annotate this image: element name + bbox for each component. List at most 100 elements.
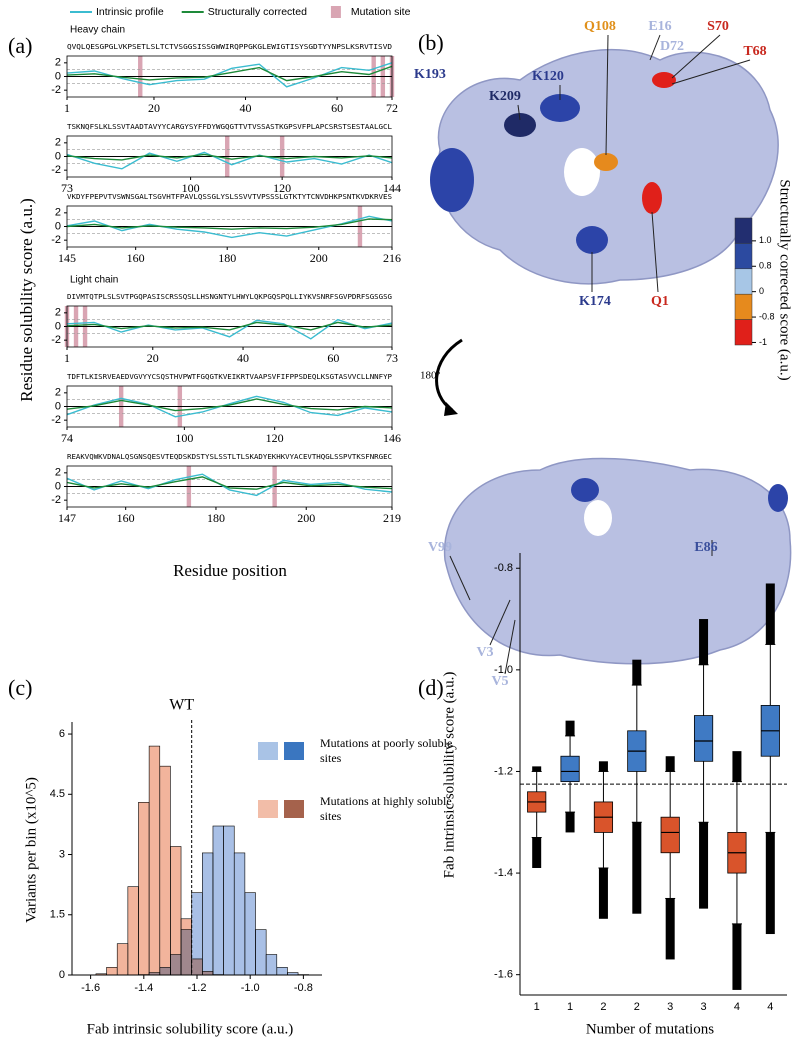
residue-label: E16	[648, 19, 671, 34]
leader-line	[671, 59, 751, 85]
residue-label: K193	[414, 67, 446, 82]
outliers	[765, 832, 775, 935]
y-tick-label: 0	[55, 320, 61, 332]
histogram-bar	[202, 852, 214, 976]
colorbar-tick-label: 0.8	[759, 261, 772, 271]
outliers	[565, 720, 575, 736]
x-tick-label: 40	[237, 351, 249, 365]
panel-label: (a)	[8, 33, 32, 58]
box	[660, 816, 680, 854]
x-tick-label: 60	[327, 351, 339, 365]
x-tick-label: 120	[266, 431, 284, 445]
y-axis-label: Residue solubility score (a.u.)	[17, 198, 36, 402]
x-tick-label: 1	[567, 1001, 573, 1013]
y-tick-label: 0	[55, 480, 61, 492]
y-tick-label: -1.4	[494, 867, 513, 879]
sequence: TSKNQFSLKLSSVTAADTAVYYCARGYSYFFDYWGQGTTV…	[67, 123, 392, 131]
x-axis-label: Residue position	[173, 561, 287, 580]
legend-swatch	[330, 6, 341, 18]
protein-surface-bottom	[443, 457, 792, 665]
sequence: REAKVQWKVDNALQSGNSQESVTEQDSKDSTYSLSSTLTL…	[67, 453, 392, 461]
residue-label: K209	[489, 89, 521, 104]
histogram-bar	[180, 918, 192, 976]
x-tick-label: -1.0	[241, 982, 260, 994]
y-tick-label: -1.6	[494, 969, 513, 981]
x-tick-label: 20	[148, 101, 160, 115]
legend-swatch	[258, 742, 278, 760]
x-tick-label: 180	[218, 251, 236, 265]
profile-line	[66, 318, 393, 340]
residue-label: K174	[579, 294, 611, 309]
y-tick-label: 1.5	[50, 909, 65, 921]
x-tick-label: 73	[386, 351, 398, 365]
x-tick-label: 160	[127, 251, 145, 265]
residue-label: E86	[694, 540, 717, 555]
x-tick-label: 73	[61, 181, 73, 195]
x-tick-label: 219	[383, 511, 401, 525]
histogram-bar	[202, 971, 214, 976]
y-tick-label: 2	[55, 137, 61, 149]
y-tick-label: 2	[55, 307, 61, 319]
y-tick-label: -1.0	[494, 664, 513, 676]
x-tick-label: 4	[734, 1001, 740, 1013]
x-tick-label: -1.4	[134, 982, 153, 994]
x-tick-label: 60	[331, 101, 343, 115]
outliers	[699, 619, 709, 665]
x-tick-label: 3	[667, 1001, 673, 1013]
colorbar-tick-label: -1	[759, 337, 767, 347]
outliers	[532, 837, 542, 868]
legend-swatch	[258, 800, 278, 818]
y-tick-label: -1.2	[494, 765, 513, 777]
x-tick-label: 2	[634, 1001, 640, 1013]
x-tick-label: 1	[64, 351, 70, 365]
profile-line	[66, 65, 393, 82]
y-tick-label: -0.8	[494, 562, 513, 574]
leader-line	[517, 104, 521, 121]
outliers	[665, 898, 675, 960]
arrow-head	[444, 402, 458, 416]
histogram-bar	[148, 745, 161, 976]
leader-line	[489, 599, 511, 646]
y-axis-label: Variants per bin (x10^5)	[23, 777, 39, 923]
x-tick-label: 147	[58, 511, 76, 525]
colorbar-segment	[734, 293, 753, 320]
chain-title: Heavy chain	[70, 25, 125, 36]
sequence: VKDYFPEPVTVSWNSGALTSGVHTFPAVLQSSGLYSLSSV…	[67, 193, 392, 201]
x-tick-label: 200	[310, 251, 328, 265]
outliers	[665, 756, 675, 772]
y-tick-label: -2	[51, 164, 61, 176]
x-tick-label: 74	[61, 431, 73, 445]
x-tick-label: 1	[534, 1001, 540, 1013]
residue-label: T68	[743, 44, 766, 59]
y-tick-label: 3	[59, 848, 65, 860]
y-tick-label: -2	[51, 494, 61, 506]
sequence: QVQLQESGPGLVKPSETLSLTCTVSGGSISSGWWIRQPPG…	[67, 43, 392, 51]
profile-line	[66, 321, 393, 331]
plot-frame	[66, 205, 393, 248]
y-tick-label: 2	[55, 207, 61, 219]
rotation-label: 180º	[420, 370, 441, 382]
x-tick-label: 120	[273, 181, 291, 195]
x-axis-label: Number of mutations	[586, 1021, 714, 1037]
x-axis-label: Fab intrinsic solubility score (a.u.)	[87, 1021, 294, 1037]
x-tick-label: 40	[240, 101, 252, 115]
x-tick-label: 20	[147, 351, 159, 365]
panel-label: (d)	[418, 675, 444, 700]
y-axis-label: Fab intrinsic solubility score (a.u.)	[441, 672, 457, 879]
outliers	[699, 822, 709, 909]
outliers	[732, 751, 742, 782]
profile-line	[66, 153, 393, 161]
leader-line	[671, 34, 721, 79]
x-tick-label: 100	[175, 431, 193, 445]
residue-label: S70	[707, 19, 729, 34]
histogram-bar	[265, 954, 278, 976]
x-tick-label: -0.8	[294, 982, 313, 994]
outliers	[532, 766, 542, 772]
plot-frame	[66, 135, 393, 178]
sequence: TDFTLKISRVEAEDVGVYYCSQSTHVPWTFGQGTKVEIKR…	[67, 373, 392, 381]
outliers	[632, 822, 642, 914]
chain-title: Light chain	[70, 275, 118, 286]
x-tick-label: 3	[701, 1001, 707, 1013]
